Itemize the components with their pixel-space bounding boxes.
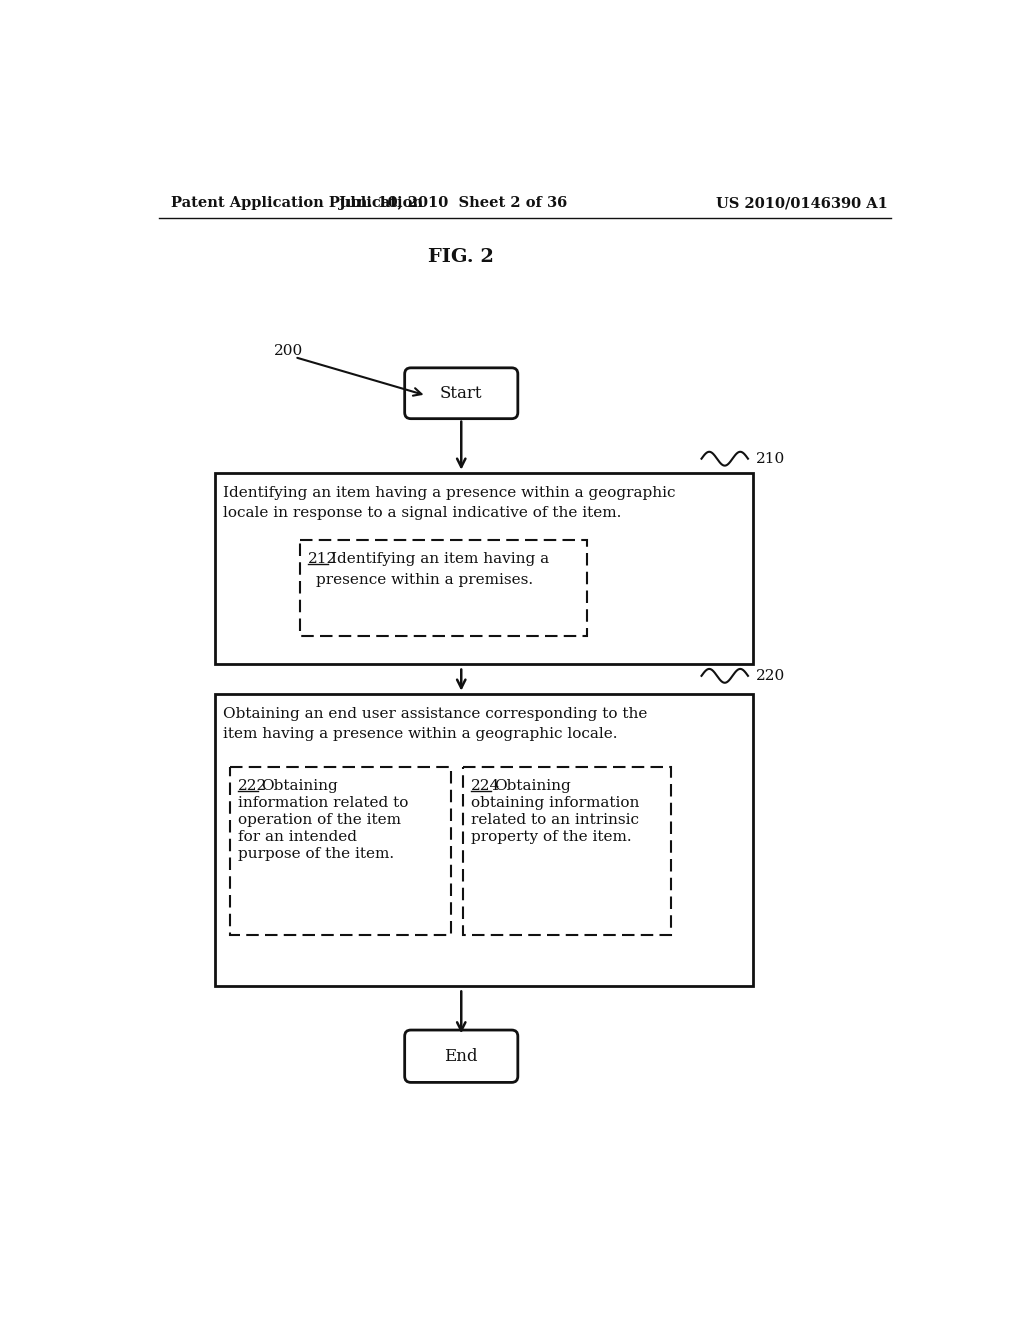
FancyBboxPatch shape [404, 1030, 518, 1082]
Text: 224: 224 [471, 779, 500, 793]
Text: Obtaining: Obtaining [261, 779, 338, 793]
Text: related to an intrinsic: related to an intrinsic [471, 813, 639, 826]
Text: Obtaining an end user assistance corresponding to the: Obtaining an end user assistance corresp… [222, 708, 647, 722]
Text: 210: 210 [756, 451, 785, 466]
Text: 222: 222 [238, 779, 267, 793]
Text: 212: 212 [308, 552, 337, 566]
Text: item having a presence within a geographic locale.: item having a presence within a geograph… [222, 727, 617, 742]
Text: operation of the item: operation of the item [238, 813, 401, 826]
Text: obtaining information: obtaining information [471, 796, 639, 810]
Bar [215, 473, 754, 664]
Text: FIG. 2: FIG. 2 [428, 248, 495, 265]
Text: Obtaining: Obtaining [494, 779, 570, 793]
Text: locale in response to a signal indicative of the item.: locale in response to a signal indicativ… [222, 507, 621, 520]
Text: purpose of the item.: purpose of the item. [238, 847, 394, 861]
Text: Identifying an item having a: Identifying an item having a [331, 552, 549, 566]
Text: US 2010/0146390 A1: US 2010/0146390 A1 [717, 197, 888, 210]
Bar [215, 693, 754, 986]
Text: 220: 220 [756, 669, 785, 682]
Text: property of the item.: property of the item. [471, 830, 631, 843]
Text: Identifying an item having a presence within a geographic: Identifying an item having a presence wi… [222, 487, 675, 500]
Text: information related to: information related to [238, 796, 409, 810]
Text: End: End [444, 1048, 478, 1065]
Text: Patent Application Publication: Patent Application Publication [171, 197, 423, 210]
Text: for an intended: for an intended [238, 830, 357, 843]
Text: Start: Start [440, 384, 482, 401]
Text: presence within a premises.: presence within a premises. [315, 573, 532, 587]
Text: 200: 200 [273, 345, 303, 358]
FancyBboxPatch shape [404, 368, 518, 418]
Text: Jun. 10, 2010  Sheet 2 of 36: Jun. 10, 2010 Sheet 2 of 36 [339, 197, 567, 210]
